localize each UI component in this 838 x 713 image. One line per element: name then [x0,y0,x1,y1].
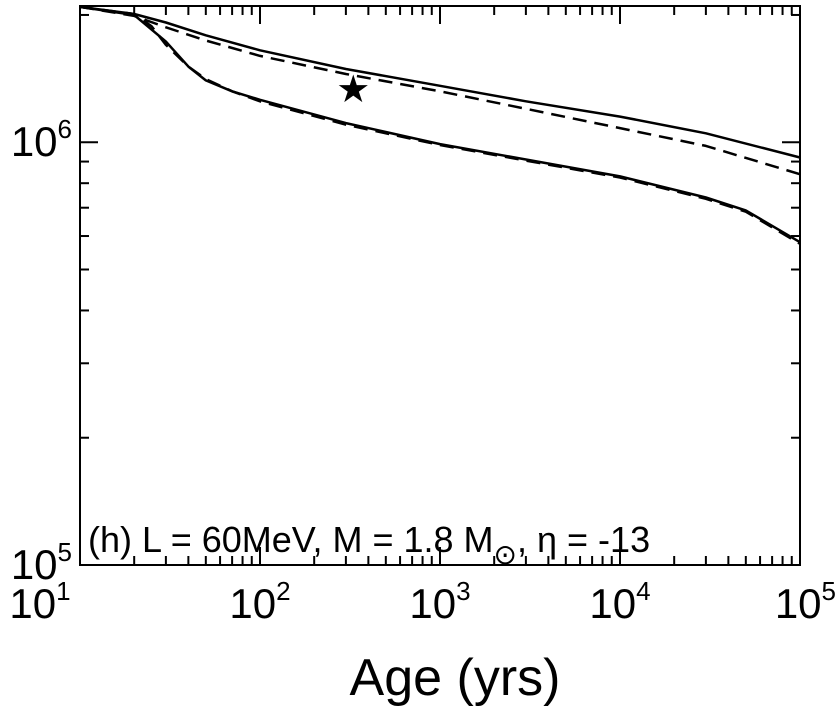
annotation-prefix: (h) L = 60MeV, M = 1.8 M [88,519,494,560]
sun-symbol: ⊙ [494,539,517,570]
x-tick-label-4-exp: 4 [636,576,650,606]
legend-annotation: (h) L = 60MeV, M = 1.8 M⊙, η = -13 [88,519,650,570]
x-tick-label-4-base: 10 [589,580,636,627]
x-tick-label-2-exp: 2 [276,576,290,606]
marker-observed-star: ★ [336,67,370,111]
plot-frame [79,5,801,566]
x-tick-label-3-exp: 3 [456,576,470,606]
series-line-lower-solid [79,5,801,244]
y-tick-label-6-exp: 6 [58,114,72,144]
y-tick-label-6-base: 10 [11,118,58,165]
x-tick-label-1-base: 10 [9,580,56,627]
series-layer [79,5,801,245]
y-tick-label-5: 105 [11,537,72,588]
marker-layer: ★ [336,67,370,111]
series-line-upper-dashed [79,5,801,176]
y-tick-label-5-exp: 5 [58,537,72,567]
annotation-suffix: , η = -13 [517,519,650,560]
x-axis-label: Age (yrs) [350,649,561,707]
y-tick-label-5-base: 10 [11,541,58,588]
x-tick-label-5-exp: 5 [822,576,836,606]
x-tick-label-3: 103 [409,576,470,627]
x-tick-label-2-base: 10 [229,580,276,627]
x-tick-label-2: 102 [229,576,290,627]
x-tick-label-1-exp: 1 [56,576,70,606]
series-line-upper-solid [79,5,801,159]
x-tick-label-3-base: 10 [409,580,456,627]
series-line-lower-dashed [79,5,801,245]
plot-background [80,6,800,565]
x-tick-label-4: 104 [589,576,650,627]
y-tick-label-6: 106 [11,114,72,165]
x-tick-label-5-base: 10 [775,580,822,627]
x-tick-label-1: 101 [9,576,70,627]
x-tick-label-5: 105 [775,576,836,627]
